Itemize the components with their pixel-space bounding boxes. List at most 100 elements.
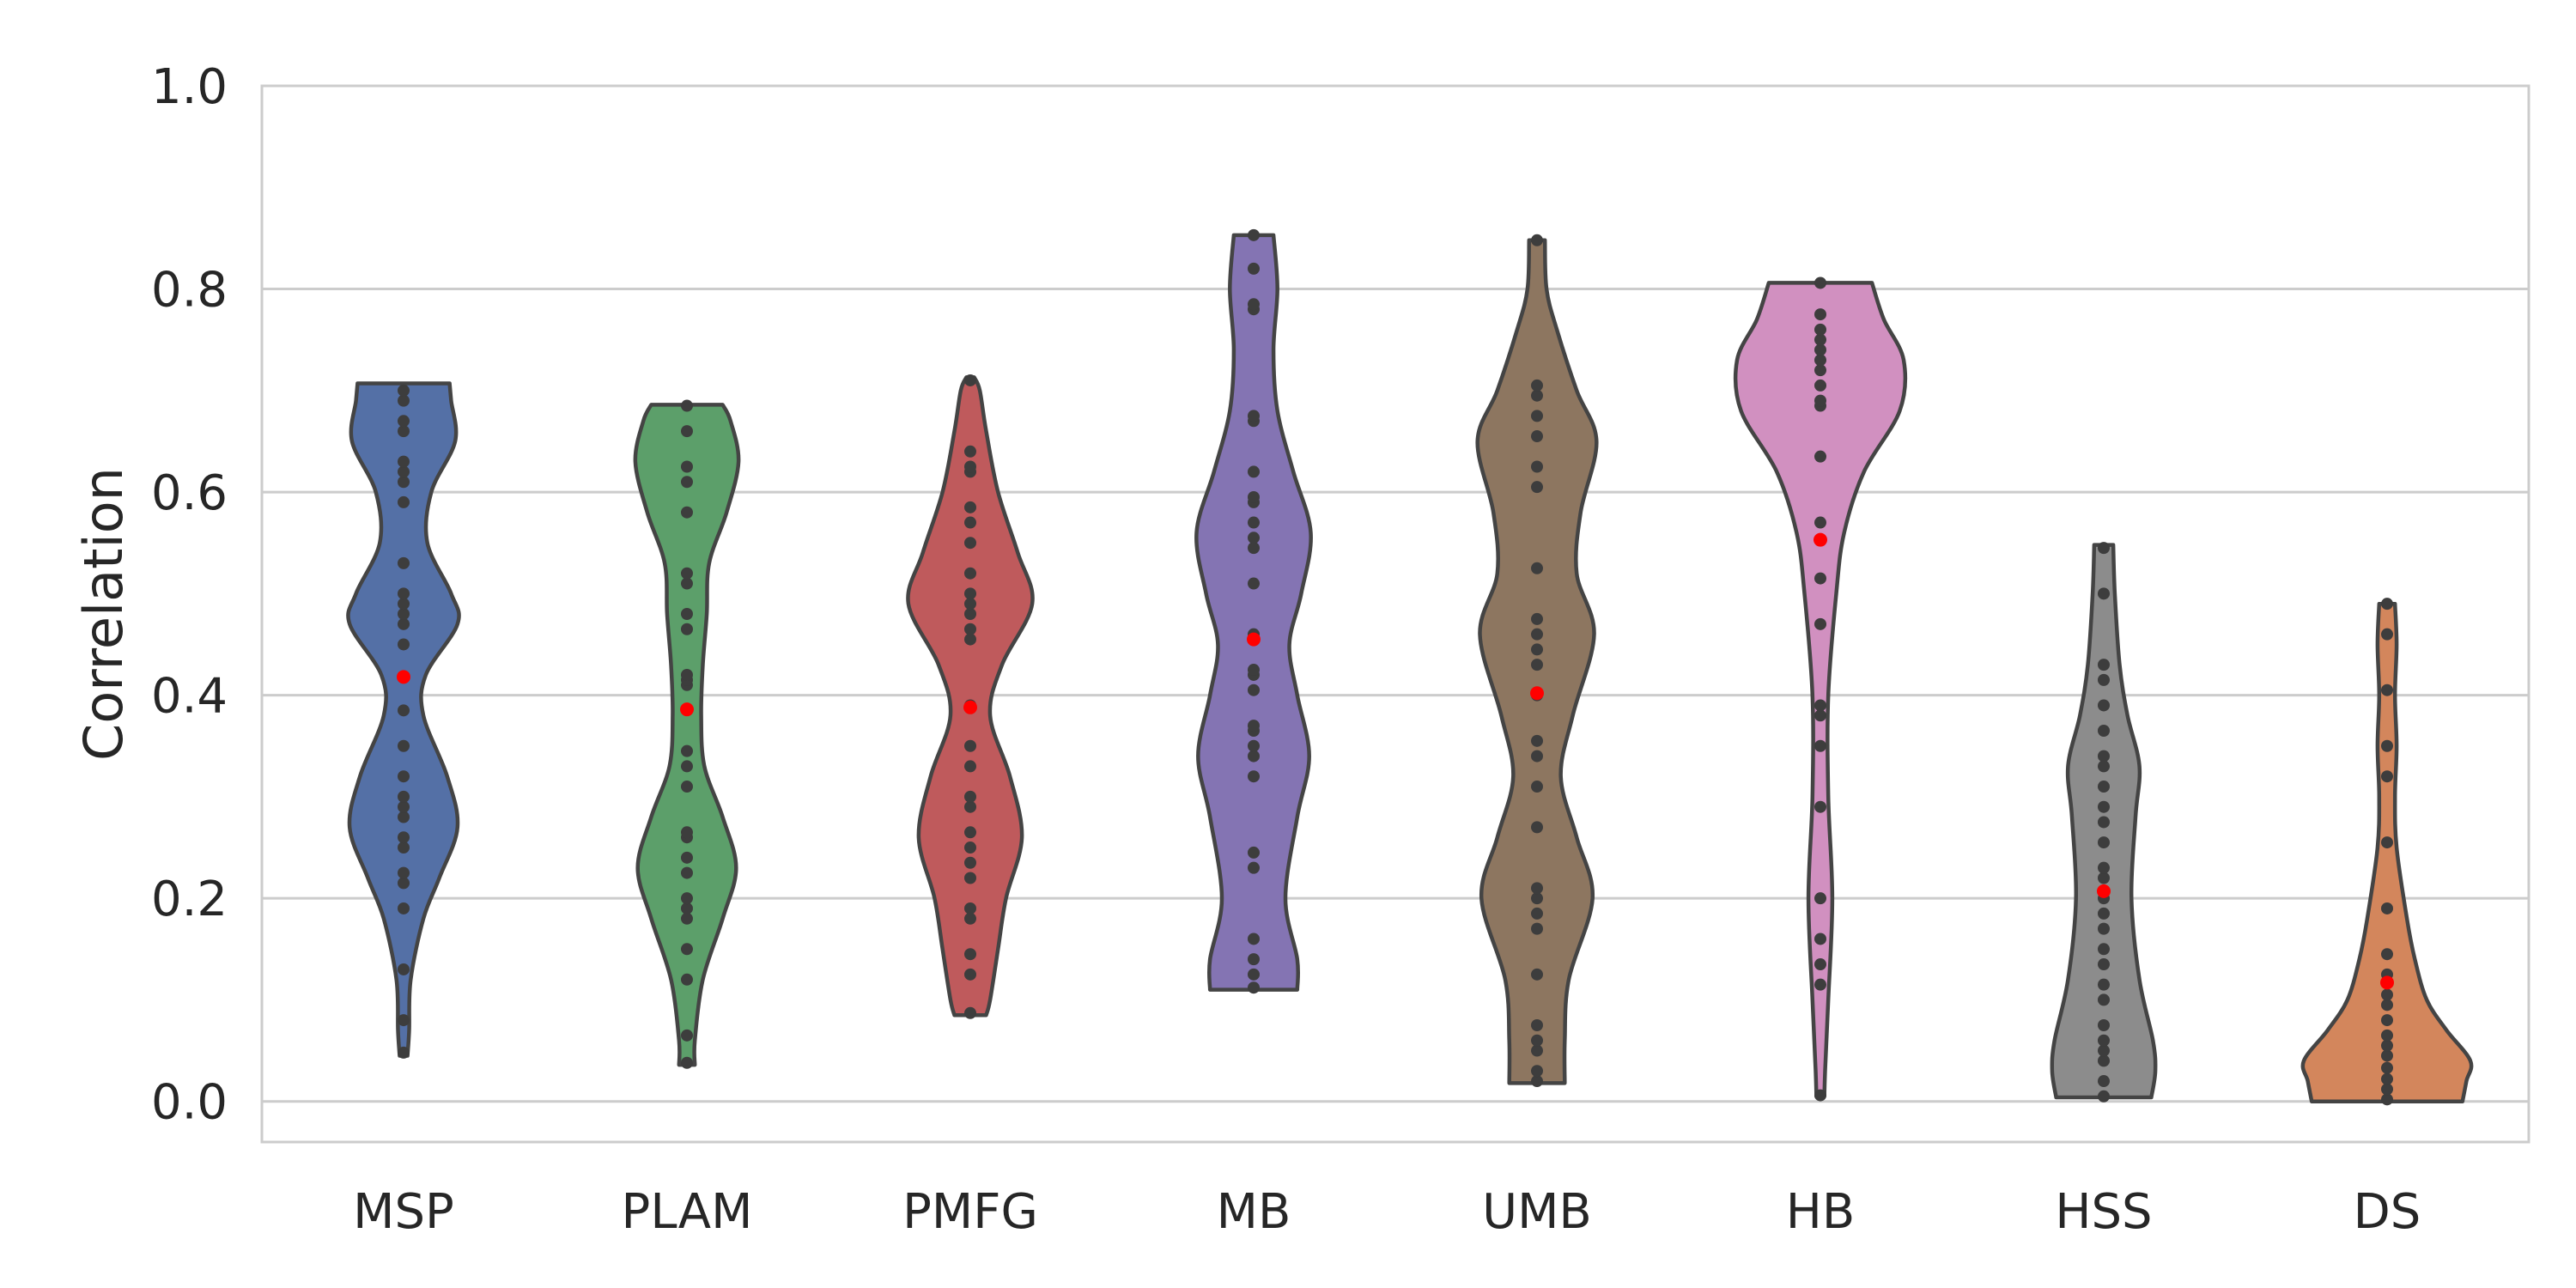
data-point — [2381, 1039, 2393, 1052]
x-tick-label: PMFG — [902, 1184, 1038, 1240]
y-tick-label: 0.8 — [151, 263, 228, 319]
data-point — [1814, 617, 1826, 630]
data-point — [2381, 1083, 2393, 1096]
data-point — [2381, 1049, 2393, 1062]
violin-pmfg — [906, 374, 1035, 1019]
data-point — [1814, 333, 1826, 346]
data-point — [1248, 465, 1260, 478]
violin-body — [1194, 233, 1313, 992]
y-tick-labels: 0.0 0.2 0.4 0.6 0.8 1.0 — [151, 59, 228, 1131]
data-point — [964, 587, 976, 600]
data-point — [1248, 516, 1260, 529]
y-gridlines — [262, 84, 2529, 1103]
data-point — [1814, 978, 1826, 991]
data-point — [1248, 542, 1260, 555]
data-point — [1248, 490, 1260, 503]
data-point — [2098, 587, 2110, 600]
data-point — [398, 476, 410, 489]
median-point — [1814, 532, 1827, 547]
data-point — [1248, 861, 1260, 874]
data-point — [1814, 343, 1826, 356]
data-point — [681, 892, 693, 905]
data-point — [398, 617, 410, 630]
data-point — [1531, 379, 1543, 392]
data-point — [1814, 892, 1826, 905]
data-point — [1248, 739, 1260, 752]
median-point — [1247, 632, 1261, 647]
data-point — [681, 1056, 693, 1069]
violin-msp — [346, 381, 461, 1059]
data-point — [1248, 770, 1260, 783]
data-point — [681, 973, 693, 986]
data-point — [681, 902, 693, 914]
data-point — [2381, 683, 2393, 696]
data-point — [1814, 709, 1826, 722]
data-point — [2098, 781, 2110, 793]
data-point — [2381, 1072, 2393, 1085]
plot-frame — [260, 84, 2530, 1144]
data-point — [2098, 861, 2110, 874]
x-tick-label: MSP — [353, 1184, 454, 1240]
data-point — [1814, 354, 1826, 367]
data-point — [1248, 228, 1260, 241]
data-point — [398, 963, 410, 975]
data-point — [1814, 276, 1826, 289]
data-point — [398, 877, 410, 890]
data-point — [681, 943, 693, 956]
violin-hss — [2050, 542, 2158, 1103]
data-point — [2381, 1014, 2393, 1027]
data-point — [1814, 323, 1826, 336]
data-point — [2381, 598, 2393, 611]
x-tick-label: HB — [1786, 1184, 1856, 1240]
data-point — [964, 623, 976, 635]
data-point — [681, 623, 693, 635]
median-point — [397, 670, 410, 684]
violin-body — [633, 403, 741, 1067]
data-point — [1531, 821, 1543, 834]
data-point — [1248, 664, 1260, 677]
data-point — [1814, 364, 1826, 377]
y-tick-label: 0.0 — [151, 1075, 228, 1131]
data-point — [964, 460, 976, 473]
data-point — [2098, 800, 2110, 813]
data-point — [2098, 1054, 2110, 1067]
data-point — [681, 781, 693, 793]
data-point — [1814, 1089, 1826, 1102]
data-point — [2098, 673, 2110, 686]
data-point — [1248, 750, 1260, 762]
data-point — [2098, 1075, 2110, 1088]
data-point — [1248, 532, 1260, 544]
data-point — [1531, 781, 1543, 793]
data-point — [2098, 907, 2110, 920]
data-point — [2098, 760, 2110, 773]
data-point — [2098, 958, 2110, 971]
data-point — [1248, 846, 1260, 859]
data-point — [681, 1029, 693, 1042]
data-point — [1531, 1034, 1543, 1047]
data-point — [681, 760, 693, 773]
data-point — [964, 537, 976, 550]
data-point — [2098, 1090, 2110, 1103]
data-point — [398, 1014, 410, 1027]
data-point — [398, 587, 410, 600]
y-tick-label: 0.4 — [151, 669, 228, 725]
data-point — [681, 744, 693, 757]
violin-body — [1733, 281, 1908, 1099]
median-point — [680, 702, 694, 717]
data-point — [1814, 394, 1826, 407]
data-point — [1531, 892, 1543, 905]
data-point — [1531, 389, 1543, 402]
data-point — [1531, 1044, 1543, 1057]
data-point — [398, 800, 410, 813]
data-point — [2381, 836, 2393, 849]
data-point — [1248, 981, 1260, 994]
data-point — [1814, 739, 1826, 752]
data-point — [398, 1046, 410, 1059]
data-point — [1248, 720, 1260, 732]
x-tick-label: UMB — [1482, 1184, 1592, 1240]
data-point — [2381, 948, 2393, 961]
data-point — [681, 912, 693, 925]
violin-mb — [1194, 228, 1313, 994]
data-point — [2381, 1093, 2393, 1106]
data-point — [398, 394, 410, 407]
